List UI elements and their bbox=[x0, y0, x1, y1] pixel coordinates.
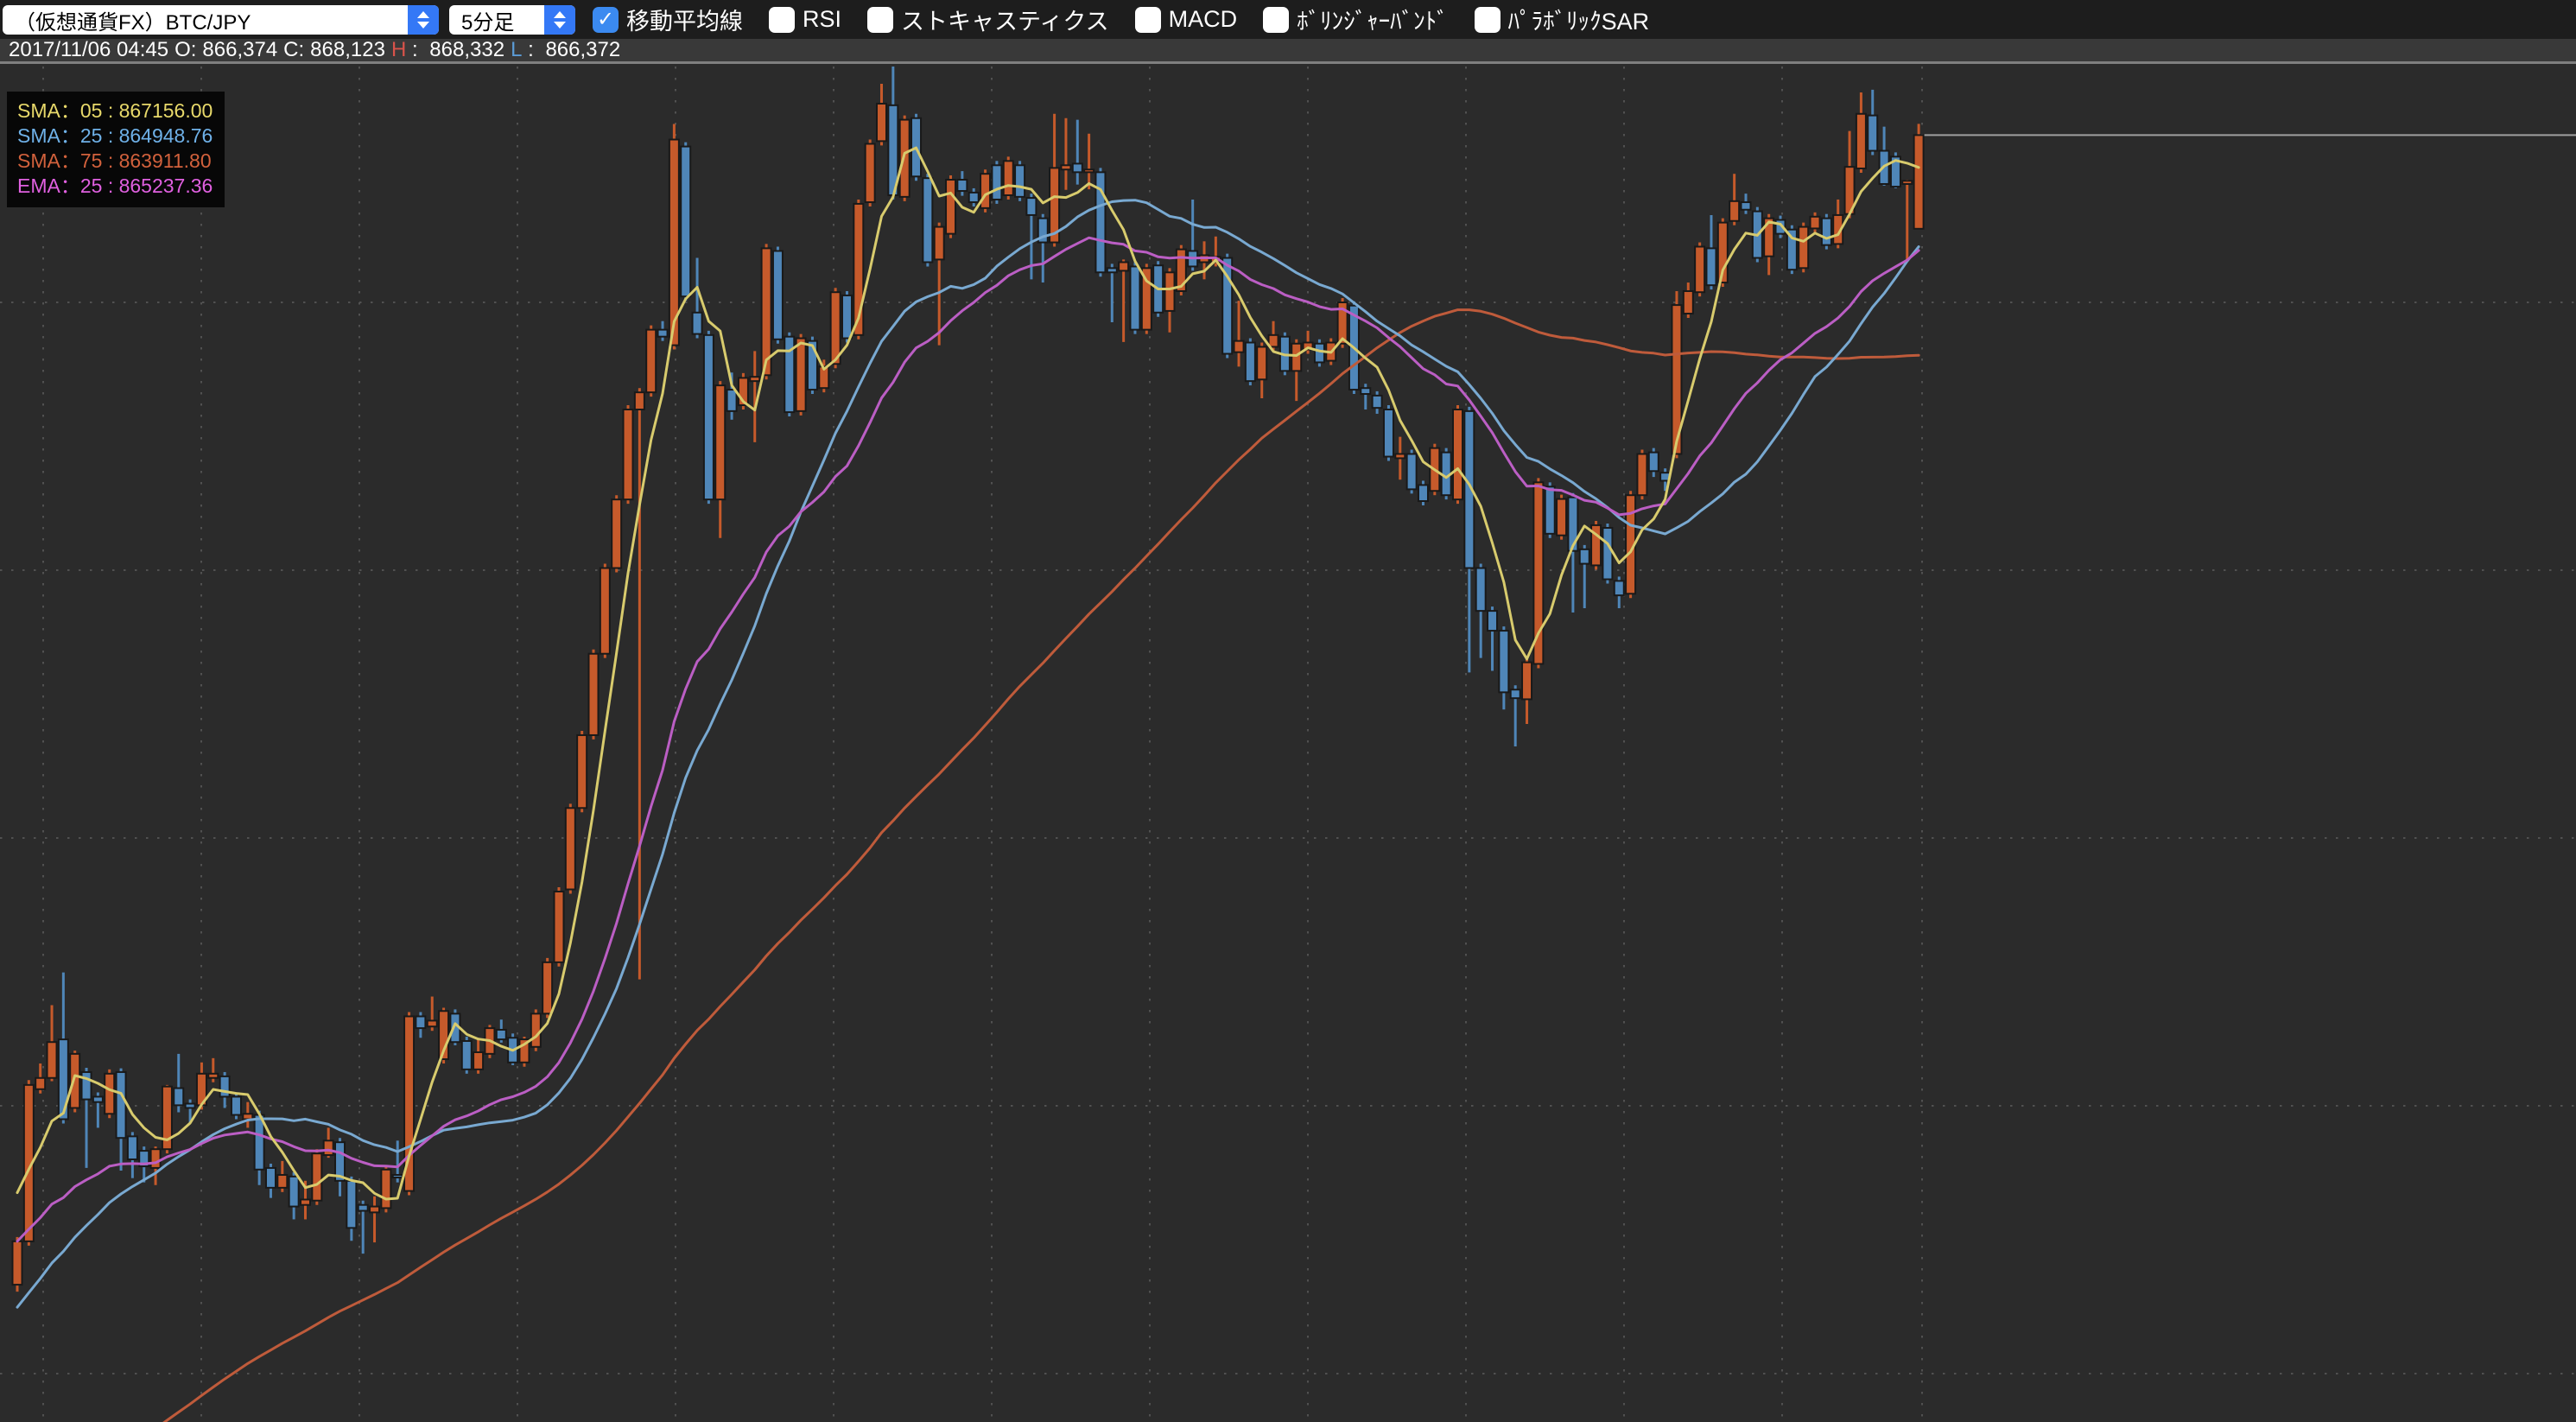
symbol-select[interactable]: （仮想通貨FX）BTC/JPY bbox=[3, 5, 439, 35]
open-value: 866,374 bbox=[202, 38, 278, 61]
checkbox-stochastics[interactable]: ✓ ストキャスティクス bbox=[867, 3, 1109, 36]
timeframe-select[interactable]: 5分足 bbox=[449, 5, 575, 35]
high-label: H bbox=[390, 38, 407, 61]
high-value: 868,332 bbox=[429, 38, 505, 61]
high-sep: : bbox=[406, 38, 424, 61]
ma-legend: SMA：05 : 867156.00 SMA：25 : 864948.76 SM… bbox=[7, 92, 225, 207]
checkbox-label: 移動平均線 bbox=[626, 9, 743, 35]
checkbox-label: ストキャスティクス bbox=[901, 9, 1109, 35]
checkbox-icon: ✓ bbox=[593, 6, 619, 33]
checkbox-macd[interactable]: ✓ MACD bbox=[1134, 6, 1238, 33]
checkbox-icon: ✓ bbox=[1474, 6, 1501, 33]
checkbox-icon: ✓ bbox=[867, 6, 894, 33]
checkbox-parabolic-sar[interactable]: ✓ ﾊﾟﾗﾎﾞﾘｯｸSAR bbox=[1474, 3, 1650, 36]
toolbar: （仮想通貨FX）BTC/JPY 5分足 ✓ 移動平均線 ✓ RSI ✓ ストキャ… bbox=[0, 0, 2576, 39]
low-value: 866,372 bbox=[545, 38, 621, 61]
low-sep: : bbox=[522, 38, 540, 61]
low-label: L bbox=[511, 38, 523, 61]
checkbox-label: MACD bbox=[1168, 6, 1238, 32]
checkbox-moving-average[interactable]: ✓ 移動平均線 bbox=[593, 3, 743, 36]
legend-row-sma25: SMA：25 : 864948.76 bbox=[17, 124, 213, 147]
select-stepper-icon bbox=[408, 5, 439, 35]
symbol-select-value: （仮想通貨FX）BTC/JPY bbox=[15, 10, 251, 35]
checkbox-label: ﾎﾞﾘﾝｼﾞｬｰﾊﾞﾝﾄﾞ bbox=[1297, 9, 1449, 35]
status-datetime: 2017/11/06 04:45 bbox=[9, 38, 169, 61]
chart-area[interactable] bbox=[0, 67, 2576, 1422]
select-stepper-icon bbox=[544, 5, 575, 35]
checkbox-bollinger[interactable]: ✓ ﾎﾞﾘﾝｼﾞｬｰﾊﾞﾝﾄﾞ bbox=[1263, 3, 1449, 36]
legend-row-ema25: EMA：25 : 865237.36 bbox=[17, 175, 213, 197]
legend-row-sma75: SMA：75 : 863911.80 bbox=[17, 149, 212, 172]
checkbox-label: RSI bbox=[803, 6, 842, 32]
checkbox-icon: ✓ bbox=[769, 6, 795, 33]
checkbox-rsi[interactable]: ✓ RSI bbox=[769, 6, 841, 33]
close-value: 868,123 bbox=[310, 38, 385, 61]
checkbox-icon: ✓ bbox=[1134, 6, 1161, 33]
ohlc-status-bar: 2017/11/06 04:45 O: 866,374 C: 868,123 H… bbox=[0, 38, 2576, 64]
indicator-checkbox-row: ✓ 移動平均線 ✓ RSI ✓ ストキャスティクス ✓ MACD ✓ ﾎﾞﾘﾝｼ… bbox=[593, 3, 1649, 36]
checkbox-label: ﾊﾟﾗﾎﾞﾘｯｸSAR bbox=[1507, 9, 1650, 35]
timeframe-select-value: 5分足 bbox=[461, 10, 515, 35]
checkbox-icon: ✓ bbox=[1263, 6, 1290, 33]
legend-row-sma5: SMA：05 : 867156.00 bbox=[17, 99, 213, 122]
candlestick-chart[interactable] bbox=[0, 67, 2576, 1422]
close-label: C: bbox=[283, 38, 305, 61]
open-label: O: bbox=[174, 38, 197, 61]
